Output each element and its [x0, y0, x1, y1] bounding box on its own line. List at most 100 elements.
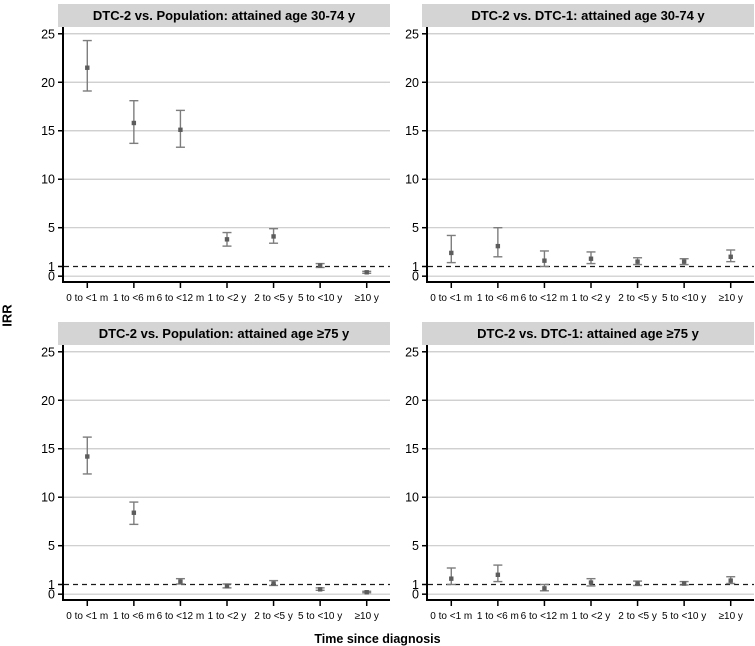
- x-tick-label: ≥10 y: [719, 611, 743, 622]
- x-tick-label: 5 to <10 y: [662, 293, 706, 304]
- point-estimate: [317, 263, 323, 268]
- x-tick-label: 1 to <2 y: [208, 611, 247, 622]
- x-tick-label: 2 to <5 y: [254, 293, 293, 304]
- x-tick-label: 6 to <12 m: [157, 611, 205, 622]
- y-tick-label: 0: [48, 588, 55, 602]
- point-estimate: [681, 259, 687, 264]
- y-tick-label: 5: [48, 221, 55, 235]
- point-estimate: [635, 581, 640, 586]
- point-estimate: [681, 581, 687, 586]
- y-axis-label: IRR: [0, 304, 15, 327]
- panel-grid: DTC-2 vs. Population: attained age 30-74…: [26, 0, 755, 632]
- estimate-with-ci: [493, 227, 503, 258]
- point-estimate: [449, 576, 454, 581]
- point-estimate: [271, 581, 276, 586]
- x-tick-label: 6 to <12 m: [521, 611, 569, 622]
- estimate-with-ci: [315, 587, 325, 592]
- y-tick-label: 1: [48, 578, 55, 592]
- estimate-with-ci: [633, 580, 643, 587]
- y-tick-label: 5: [412, 539, 419, 553]
- estimate-with-ci: [362, 590, 372, 595]
- point-estimate: [542, 586, 547, 591]
- estimate-with-ci: [446, 567, 456, 586]
- estimate-with-ci: [586, 251, 596, 265]
- y-tick-label: 10: [405, 491, 419, 505]
- x-tick-label: 2 to <5 y: [618, 293, 657, 304]
- x-tick-label: ≥10 y: [719, 293, 743, 304]
- x-tick-label: 5 to <10 y: [298, 293, 342, 304]
- estimate-with-ci: [269, 227, 279, 244]
- x-tick-label: 5 to <10 y: [662, 611, 706, 622]
- x-tick-label: 0 to <1 m: [430, 611, 472, 622]
- point-estimate: [224, 583, 230, 589]
- point-estimate: [131, 510, 137, 515]
- point-estimate: [178, 579, 183, 584]
- estimate-with-ci: [129, 501, 139, 526]
- point-estimate: [588, 580, 594, 585]
- estimate-with-ci: [493, 564, 503, 583]
- estimate-with-ci: [82, 436, 92, 475]
- point-estimate: [364, 590, 369, 595]
- y-tick-label: 5: [412, 221, 419, 235]
- point-estimate: [495, 243, 501, 249]
- x-tick-label: 1 to <6 m: [113, 611, 155, 622]
- x-tick-label: 2 to <5 y: [254, 611, 293, 622]
- y-tick-label: 15: [41, 124, 55, 138]
- y-tick-label: 25: [405, 345, 419, 359]
- point-estimate: [728, 578, 733, 583]
- y-tick-label: 15: [405, 124, 419, 138]
- y-tick-label: 20: [405, 394, 419, 408]
- point-estimate: [728, 254, 733, 259]
- x-tick-label: 1 to <2 y: [208, 293, 247, 304]
- x-tick-label: 1 to <6 m: [113, 293, 155, 304]
- y-tick-label: 0: [412, 270, 419, 284]
- x-tick-label: 2 to <5 y: [618, 611, 657, 622]
- estimate-with-ci: [679, 580, 689, 586]
- y-tick-label: 1: [412, 260, 419, 274]
- y-tick-label: 10: [41, 491, 55, 505]
- panel-population-age-30-74: DTC-2 vs. Population: attained age 30-74…: [26, 4, 390, 314]
- point-estimate: [364, 270, 369, 275]
- y-tick-label: 15: [405, 442, 419, 456]
- y-tick-label: 25: [405, 27, 419, 41]
- x-tick-label: 1 to <2 y: [572, 293, 611, 304]
- estimate-with-ci: [129, 99, 139, 145]
- panel-title: DTC-2 vs. DTC-1: attained age 30-74 y: [422, 4, 754, 27]
- y-tick-label: 10: [41, 173, 55, 187]
- x-tick-label: 6 to <12 m: [521, 293, 569, 304]
- y-tick-label: 1: [48, 260, 55, 274]
- estimate-with-ci: [269, 579, 279, 587]
- x-axis-label: Time since diagnosis: [314, 632, 441, 646]
- y-tick-label: 5: [48, 539, 55, 553]
- estimate-with-ci: [82, 39, 92, 92]
- x-tick-label: 0 to <1 m: [430, 293, 472, 304]
- point-estimate: [271, 234, 276, 239]
- estimate-with-ci: [679, 258, 689, 266]
- estimate-with-ci: [726, 576, 736, 585]
- estimate-with-ci: [539, 250, 549, 268]
- y-tick-label: 20: [405, 76, 419, 90]
- y-tick-label: 1: [412, 578, 419, 592]
- x-tick-label: 6 to <12 m: [157, 293, 205, 304]
- point-estimate: [317, 587, 323, 592]
- y-tick-label: 20: [41, 76, 55, 90]
- x-tick-label: ≥10 y: [355, 611, 379, 622]
- point-estimate: [178, 127, 183, 132]
- estimate-with-ci: [446, 234, 456, 264]
- point-estimate: [635, 259, 640, 264]
- estimate-with-ci: [633, 257, 643, 266]
- x-tick-label: 0 to <1 m: [66, 293, 108, 304]
- point-estimate: [131, 120, 137, 126]
- point-estimate: [85, 454, 90, 459]
- y-tick-label: 0: [48, 270, 55, 284]
- point-estimate: [449, 250, 454, 256]
- estimate-with-ci: [726, 249, 736, 263]
